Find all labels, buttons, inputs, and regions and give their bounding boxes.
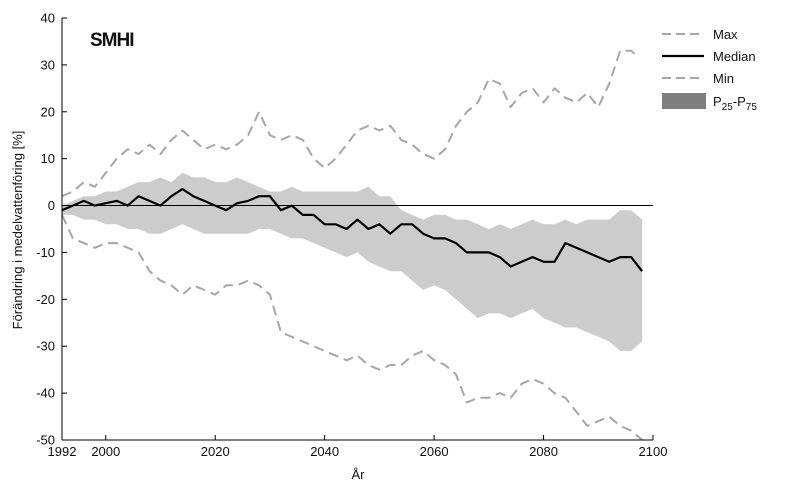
logo-text: SMHI xyxy=(90,30,134,51)
x-axis-label: År xyxy=(352,467,366,481)
y-tick-label: 40 xyxy=(41,11,55,26)
y-tick-label: -30 xyxy=(36,339,55,354)
x-tick-label: 1992 xyxy=(48,444,77,459)
series-line-median xyxy=(61,188,643,272)
legend-min-label: Min xyxy=(713,71,734,86)
legend-band-label: P25-P75 xyxy=(713,94,757,113)
y-axis-label: Förändring i medelvattenföring [%] xyxy=(10,131,25,330)
series-line-max xyxy=(61,49,638,198)
legend-band-sub2: 75 xyxy=(746,102,758,113)
legend: Max Median Min P25-P75 xyxy=(662,27,757,113)
plot-area xyxy=(61,49,653,441)
y-tick-label: -40 xyxy=(36,386,55,401)
legend-max-label: Max xyxy=(713,27,738,42)
y-tick-label: -20 xyxy=(36,292,55,307)
x-tick-label: 2040 xyxy=(310,444,339,459)
y-tick-label: 20 xyxy=(41,104,55,119)
y-tick-label: -10 xyxy=(36,245,55,260)
y-tick-label: 30 xyxy=(41,57,55,72)
y-tick-label: -50 xyxy=(36,433,55,448)
y-tick-label: 10 xyxy=(41,151,55,166)
legend-band-p: P xyxy=(713,94,722,109)
legend-median-label: Median xyxy=(713,49,756,64)
y-tick-label: 0 xyxy=(48,198,55,213)
x-tick-label: 2080 xyxy=(529,444,558,459)
axes: 1992 2000 2020 2040 2060 2080 2100-50-40-30-20… xyxy=(36,11,667,460)
x-tick-label: 2000 xyxy=(91,444,120,459)
legend-band-sub1: 25 xyxy=(722,102,734,113)
x-tick-label: 2100 xyxy=(639,444,668,459)
series-band-p25-p75 xyxy=(62,172,643,351)
legend-band-dash: -P xyxy=(733,94,746,109)
legend-band-swatch xyxy=(662,93,706,109)
x-tick-label: 2020 xyxy=(201,444,230,459)
x-tick-label: 2060 xyxy=(420,444,449,459)
series-line-min xyxy=(61,214,643,441)
